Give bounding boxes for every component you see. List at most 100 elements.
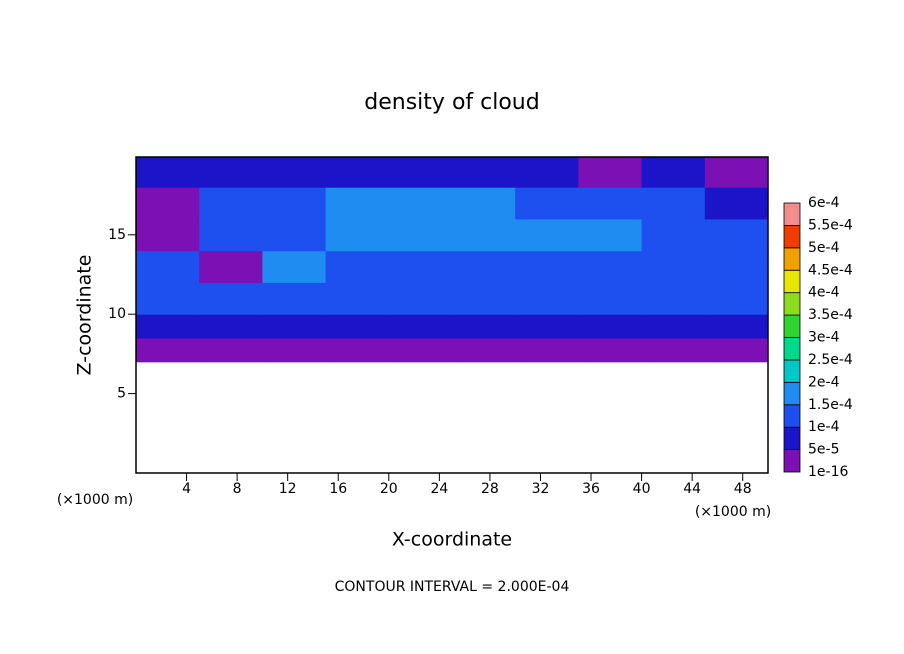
- field-cell: [262, 282, 327, 315]
- field-cell: [578, 282, 643, 315]
- field-cell: [578, 314, 643, 339]
- colorbar-box: [783, 359, 801, 383]
- colorbar-box: [783, 381, 801, 406]
- field-cell: [452, 282, 516, 315]
- field-cell: [199, 338, 263, 363]
- field-cell: [452, 314, 516, 339]
- colorbar-box: [783, 247, 801, 271]
- field-cell: [452, 250, 516, 283]
- colorbar-label: 2.5e-4: [808, 352, 853, 368]
- field-cell: [641, 157, 706, 188]
- x-tick-label: 28: [481, 481, 499, 497]
- x-tick-label: 44: [683, 481, 701, 497]
- field-cell: [515, 250, 579, 283]
- x-tick-label: 32: [532, 481, 550, 497]
- field-cell: [704, 187, 769, 220]
- colorbar-box: [783, 337, 801, 361]
- field-cell: [641, 282, 706, 315]
- x-tick-label: 8: [233, 481, 242, 497]
- field-cell: [262, 250, 327, 283]
- field-cell: [325, 250, 390, 283]
- field-cell: [388, 250, 453, 283]
- field-cell: [578, 218, 643, 252]
- field-cell: [452, 338, 516, 363]
- field-cell: [199, 250, 263, 283]
- field-cell: [325, 157, 390, 188]
- colorbar-label: 1e-16: [808, 464, 848, 480]
- field-cell: [641, 187, 706, 220]
- colorbar-box: [783, 449, 801, 473]
- field-cell: [136, 338, 200, 363]
- field-cell: [388, 187, 453, 220]
- y-axis-label: Z-coordinate: [74, 255, 96, 376]
- footer: CONTOUR INTERVAL = 2.000E-04: [335, 579, 570, 595]
- colorbar-box: [783, 426, 801, 450]
- field-cell: [325, 187, 390, 220]
- colorbar-label: 4.5e-4: [808, 262, 853, 278]
- x-tick-label: 48: [734, 481, 752, 497]
- field-cell: [136, 157, 200, 188]
- field-cell: [515, 338, 579, 363]
- field-cell: [515, 282, 579, 315]
- field-cell: [641, 338, 706, 363]
- field-cell: [262, 338, 327, 363]
- field-cell: [325, 314, 390, 339]
- field-cell: [388, 157, 453, 188]
- field-cell: [515, 157, 579, 188]
- field-cell: [199, 157, 263, 188]
- colorbar-box: [783, 292, 801, 316]
- colorbar-box: [783, 404, 801, 428]
- y-unit: (×1000 m): [57, 492, 133, 508]
- field-cell: [199, 187, 263, 220]
- field-cell: [704, 218, 769, 252]
- colorbar-label: 5.5e-4: [808, 217, 853, 233]
- field-cell: [704, 338, 769, 363]
- field-cell: [262, 314, 327, 339]
- x-tick-label: 12: [279, 481, 297, 497]
- plot-frame: [135, 156, 769, 474]
- field-cell: [199, 314, 263, 339]
- colorbar-label: 5e-4: [808, 240, 840, 256]
- field-cell: [578, 187, 643, 220]
- y-tick-label: 5: [117, 386, 126, 402]
- field-cell: [262, 187, 327, 220]
- field-cell: [704, 314, 769, 339]
- field-cell: [641, 218, 706, 252]
- field-cell: [452, 157, 516, 188]
- field-cell: [515, 218, 579, 252]
- field-cell: [704, 157, 769, 188]
- colorbar-label: 2e-4: [808, 374, 840, 390]
- field-cell: [262, 157, 327, 188]
- colorbar-box: [783, 269, 801, 294]
- colorbar-box: [783, 314, 801, 338]
- colorbar-box: [783, 202, 801, 226]
- colorbar-label: 6e-4: [808, 195, 840, 211]
- colorbar-label: 3.5e-4: [808, 307, 853, 323]
- x-tick-label: 40: [633, 481, 651, 497]
- field-cell: [325, 218, 390, 252]
- field-cell: [199, 282, 263, 315]
- field-cell: [452, 218, 516, 252]
- field-cell: [199, 218, 263, 252]
- field-cell: [388, 282, 453, 315]
- colorbar-label: 5e-5: [808, 442, 839, 458]
- field-cell: [515, 314, 579, 339]
- x-tick-label: 36: [582, 481, 600, 497]
- y-tick-label: 15: [108, 227, 126, 243]
- field-cell: [388, 338, 453, 363]
- field-cell: [388, 314, 453, 339]
- field-cell: [136, 250, 200, 283]
- colorbar-label: 3e-4: [808, 330, 840, 346]
- x-tick-label: 24: [430, 481, 448, 497]
- y-tick-label: 10: [108, 306, 126, 322]
- chart-title: density of cloud: [364, 90, 539, 115]
- colorbar-label: 1.5e-4: [808, 397, 853, 413]
- colorbar-label: 1e-4: [808, 419, 840, 435]
- x-axis-label: X-coordinate: [392, 529, 512, 551]
- field-cell: [136, 218, 200, 252]
- field-cell: [704, 282, 769, 315]
- field-cell: [325, 338, 390, 363]
- field-cell: [515, 187, 579, 220]
- x-unit: (×1000 m): [695, 504, 771, 520]
- colorbar-box: [783, 225, 801, 249]
